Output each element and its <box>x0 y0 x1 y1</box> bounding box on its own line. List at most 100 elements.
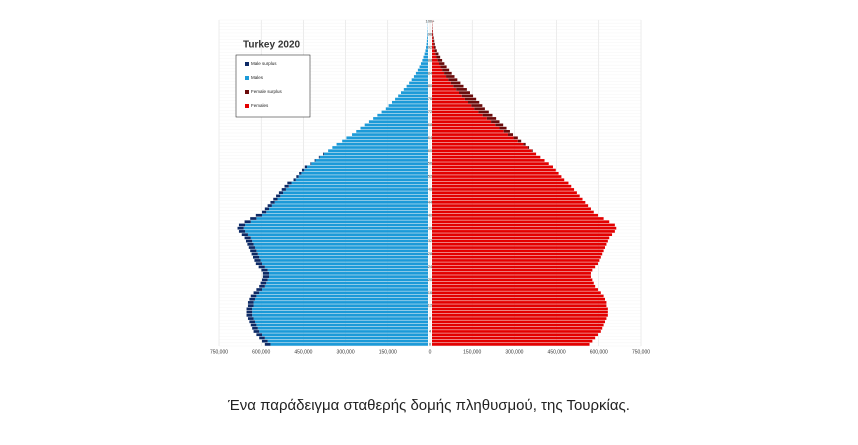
bar <box>248 317 254 320</box>
bar <box>392 101 428 104</box>
bar <box>276 195 280 198</box>
bar <box>432 249 604 252</box>
bar <box>432 340 592 343</box>
bar <box>360 127 428 130</box>
bar <box>263 272 269 275</box>
bar <box>294 178 296 181</box>
bar <box>299 175 428 178</box>
bar <box>432 124 495 127</box>
bar <box>518 140 521 143</box>
x-tick-label: 300,000 <box>505 349 523 355</box>
bar <box>279 191 283 194</box>
bar <box>432 136 514 139</box>
bar <box>432 275 591 278</box>
bar <box>471 104 482 107</box>
bar <box>255 298 428 301</box>
age-label: 96 <box>428 32 433 37</box>
bar <box>259 291 428 294</box>
bar <box>432 291 601 294</box>
x-tick-label: 150,000 <box>463 349 481 355</box>
bar <box>432 162 549 165</box>
bar <box>247 243 253 246</box>
bar <box>427 40 428 43</box>
bar <box>373 117 428 120</box>
legend-swatch <box>245 90 249 94</box>
bar <box>265 337 428 340</box>
bar <box>328 149 428 152</box>
bar <box>432 46 434 49</box>
bar <box>315 159 428 162</box>
age-label: 24 <box>428 264 433 269</box>
bar <box>427 36 428 39</box>
age-label: 36 <box>428 225 433 230</box>
age-label: 84 <box>428 70 433 75</box>
bar <box>432 188 574 191</box>
bar <box>465 98 476 101</box>
bar <box>432 153 536 156</box>
bar <box>432 337 595 340</box>
bar <box>432 185 571 188</box>
bar <box>432 53 435 56</box>
bar <box>401 91 428 94</box>
bar <box>432 308 608 311</box>
bar <box>382 111 428 114</box>
bar <box>432 166 553 169</box>
x-tick-label: 150,000 <box>379 349 397 355</box>
bar <box>446 75 454 78</box>
age-label: 16 <box>428 290 433 295</box>
bar <box>418 69 428 72</box>
bar <box>263 275 269 278</box>
bar <box>250 249 256 252</box>
bar <box>432 127 500 130</box>
bar <box>432 146 528 149</box>
bar <box>432 72 444 75</box>
bar <box>265 343 271 346</box>
bar <box>256 295 428 298</box>
legend-label: Male surplus <box>251 61 277 66</box>
bar <box>425 53 428 56</box>
bar <box>434 46 436 49</box>
bar <box>270 201 274 204</box>
bar <box>432 178 564 181</box>
bar <box>478 111 488 114</box>
age-label: 68 <box>428 122 433 127</box>
bar <box>256 333 262 336</box>
bar <box>265 285 428 288</box>
x-tick-label: 750,000 <box>632 349 650 355</box>
caption: Ένα παράδειγμα σταθερής δομής πληθυσμού,… <box>227 397 630 414</box>
bar <box>256 262 262 265</box>
bar <box>280 195 428 198</box>
bar <box>432 333 598 336</box>
bar <box>432 295 604 298</box>
bar <box>432 85 453 88</box>
bar <box>433 33 434 36</box>
bar <box>262 340 268 343</box>
bar <box>432 91 459 94</box>
bar <box>261 282 267 285</box>
bar <box>259 266 265 269</box>
bar <box>254 317 428 320</box>
bar <box>269 207 428 210</box>
bar <box>282 188 286 191</box>
bar <box>253 256 259 259</box>
bar <box>440 65 446 68</box>
bar <box>315 159 316 162</box>
bar <box>432 117 487 120</box>
bar <box>425 49 428 52</box>
bar <box>269 275 428 278</box>
x-tick-label: 300,000 <box>337 349 355 355</box>
bar <box>432 317 606 320</box>
bar <box>242 233 248 236</box>
bar <box>262 262 428 265</box>
bar <box>432 56 437 59</box>
bar <box>320 156 428 159</box>
bar <box>247 308 253 311</box>
bar <box>432 198 583 201</box>
bar <box>249 320 255 323</box>
bar <box>255 320 428 323</box>
bar <box>432 327 602 330</box>
bar <box>266 282 428 285</box>
bar <box>259 330 428 333</box>
bar <box>442 69 449 72</box>
x-tick-label: 750,000 <box>210 349 228 355</box>
